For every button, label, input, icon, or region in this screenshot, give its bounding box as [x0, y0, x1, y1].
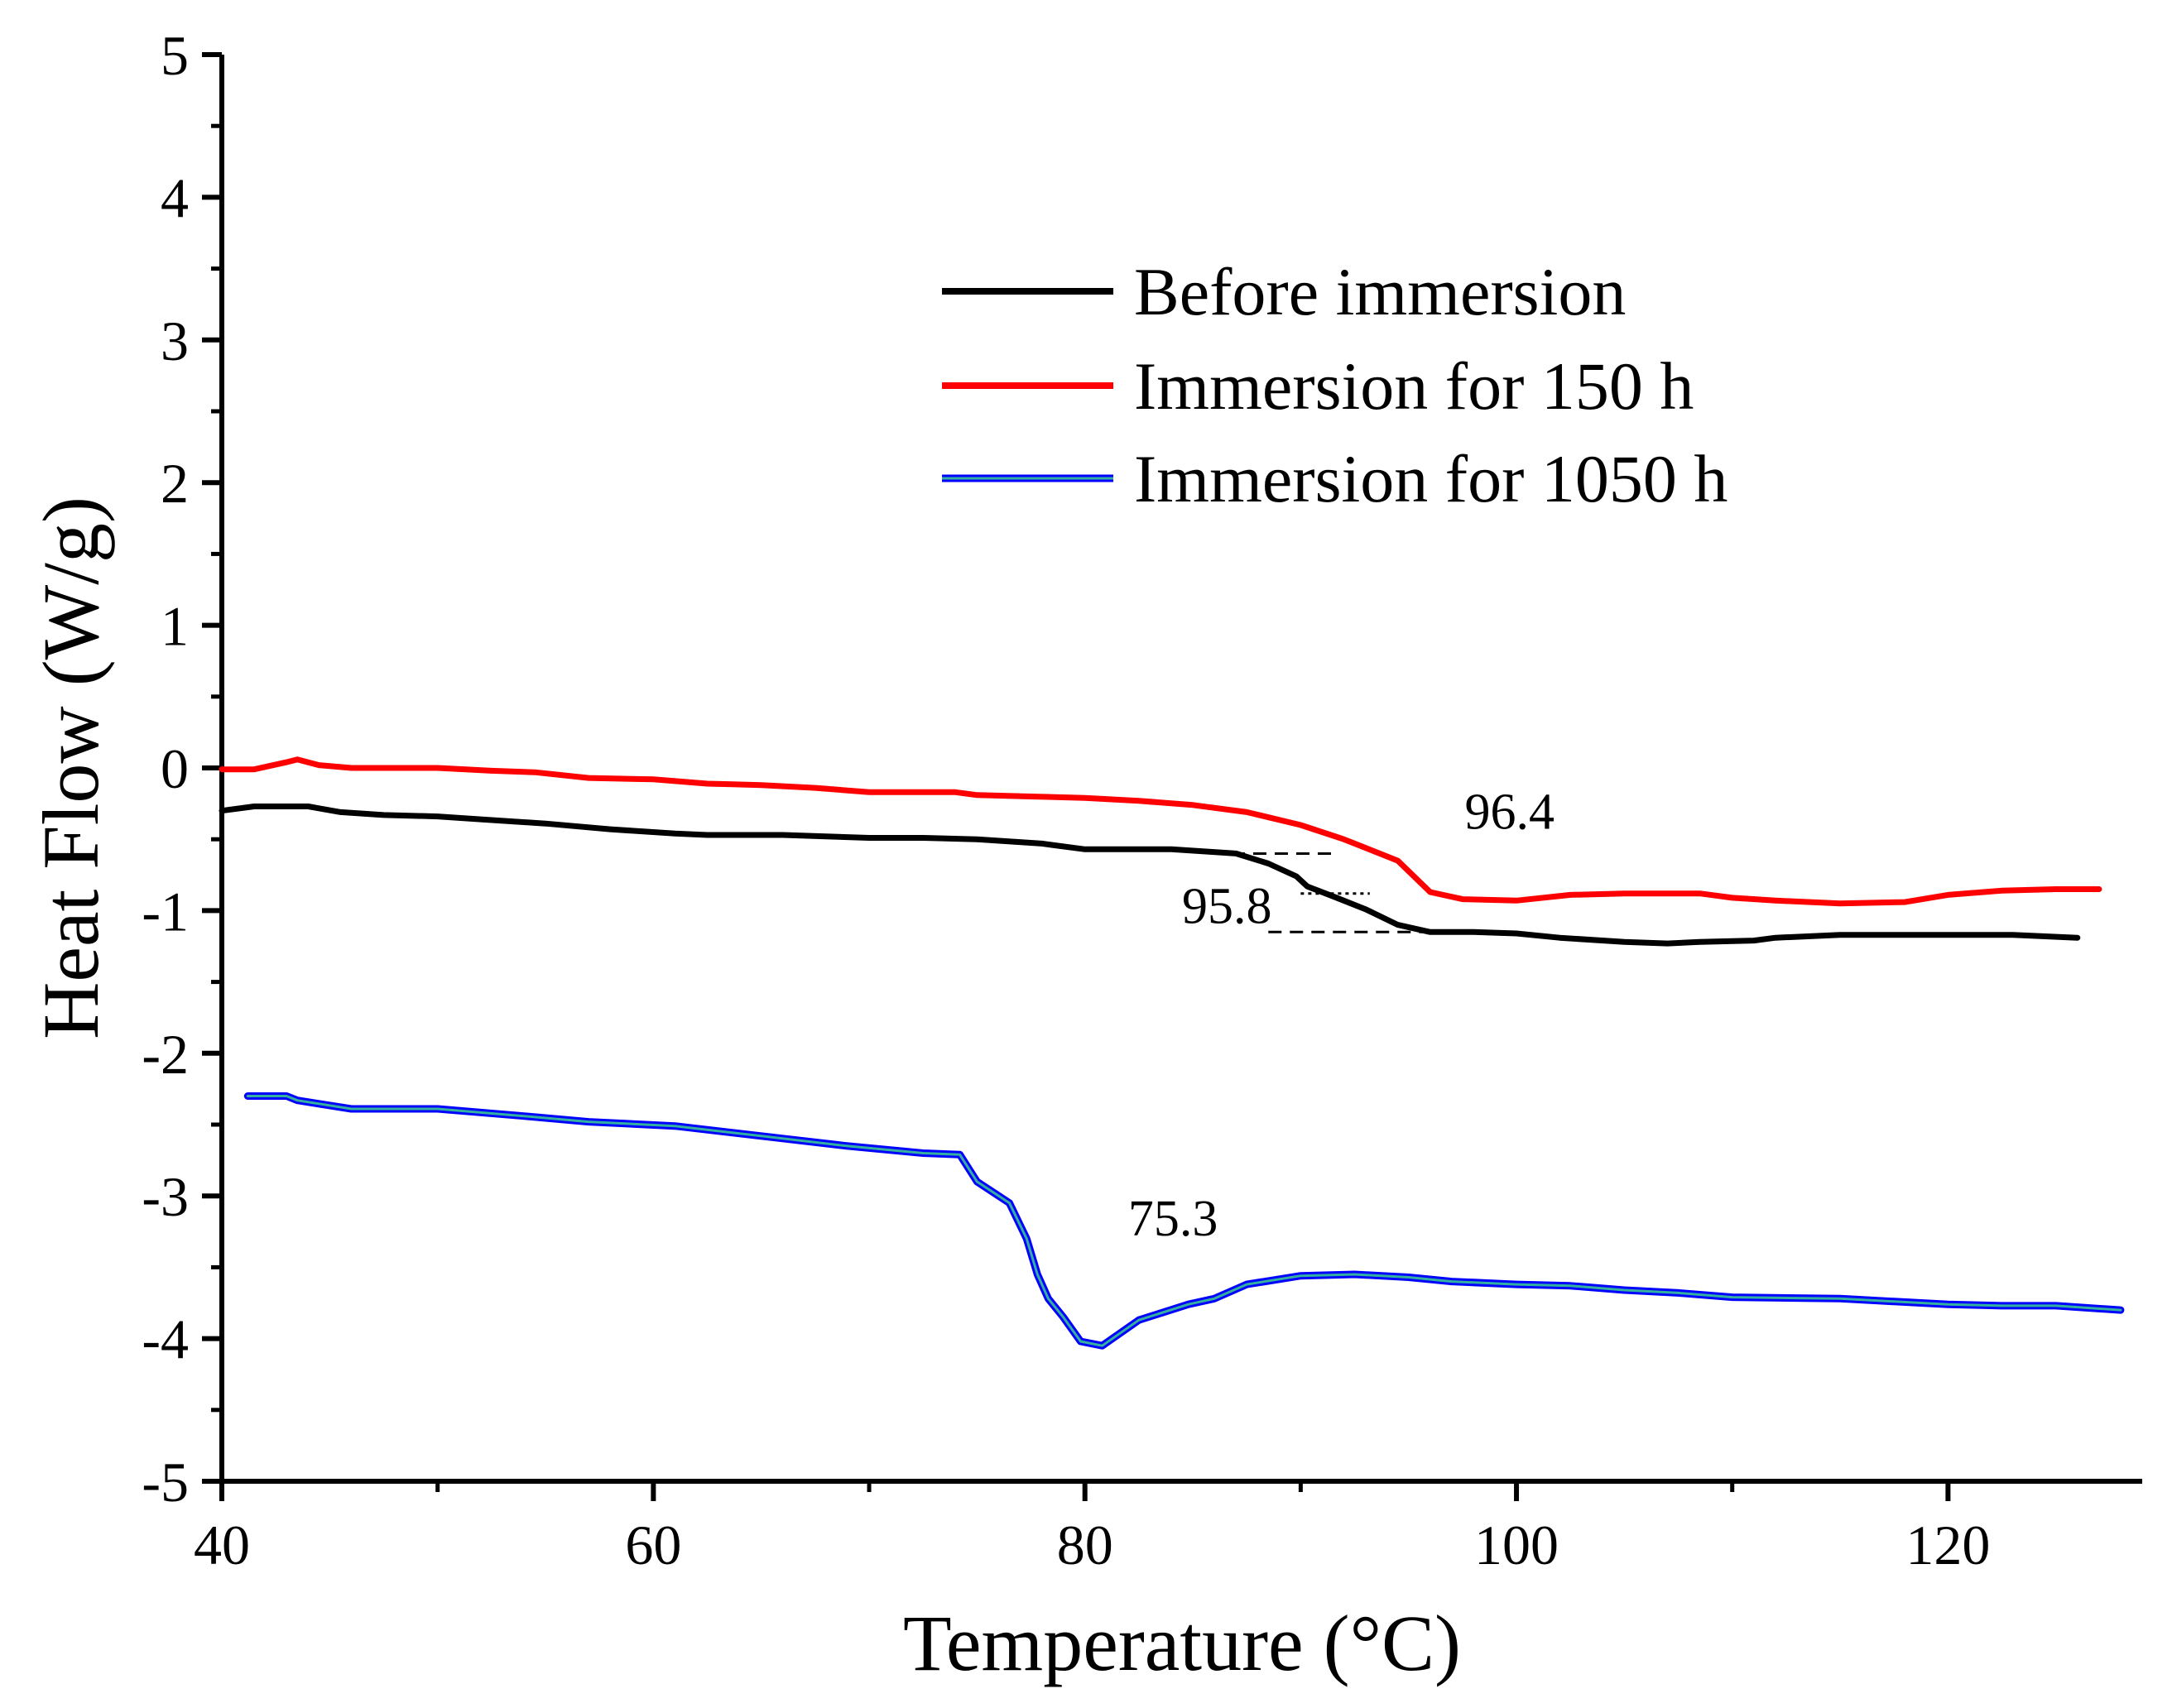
- y-axis-title: Heat Flow (W/g): [26, 497, 115, 1039]
- y-tick-label: -5: [142, 1451, 189, 1514]
- data-annotation: 75.3: [1128, 1191, 1218, 1247]
- data-annotation: 95.8: [1182, 879, 1272, 935]
- series-layer: [219, 756, 2125, 1350]
- legend: Before immersion Immersion for 150 h Immer…: [942, 254, 1728, 516]
- x-axis-ticks: 40 60 80 100 120: [194, 1479, 2142, 1576]
- y-tick-label: 0: [161, 737, 189, 800]
- x-axis-title: Temperature (°C): [903, 1599, 1461, 1687]
- x-tick-label: 60: [625, 1514, 681, 1576]
- y-axis-ticks: 5 4 3 2 1 0 -1 -2 -3 -4 -5: [142, 24, 224, 1514]
- y-tick-label: 1: [161, 595, 189, 658]
- x-tick-label: 40: [194, 1514, 250, 1576]
- legend-label: Before immersion: [1134, 254, 1626, 329]
- y-tick-label: 4: [161, 166, 189, 229]
- legend-label: Immersion for 150 h: [1134, 348, 1694, 424]
- series-line: [246, 1095, 2122, 1347]
- y-tick-label: -1: [142, 880, 189, 943]
- y-tick-label: -3: [142, 1165, 189, 1228]
- y-tick-label: 5: [161, 24, 189, 87]
- annotations: 96.4 95.8 75.3: [1128, 784, 1555, 1247]
- y-tick-label: -4: [142, 1308, 189, 1371]
- x-tick-label: 80: [1057, 1514, 1113, 1576]
- y-tick-label: 3: [161, 309, 189, 372]
- data-annotation: 96.4: [1464, 784, 1555, 841]
- y-tick-label: 2: [161, 452, 189, 515]
- reference-lines: [1231, 852, 1441, 933]
- y-tick-label: -2: [142, 1023, 189, 1086]
- x-tick-label: 120: [1905, 1514, 1990, 1576]
- legend-label: Immersion for 1050 h: [1134, 441, 1728, 516]
- x-tick-label: 100: [1474, 1514, 1559, 1576]
- series-line: [219, 804, 2081, 947]
- series-line: [219, 756, 2102, 907]
